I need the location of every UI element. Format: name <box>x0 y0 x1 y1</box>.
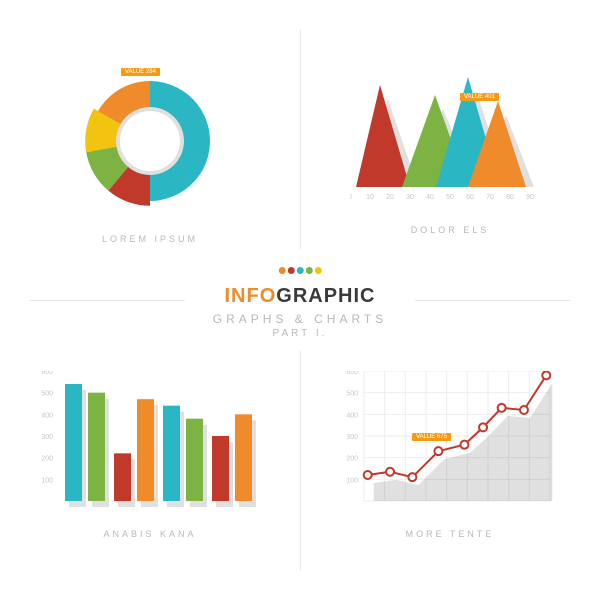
center-dots <box>213 261 387 279</box>
svg-text:90: 90 <box>526 194 534 201</box>
bars-caption: ANABIS KANA <box>103 529 196 539</box>
peaks-chart: 0102030405060708090VALUE 401 <box>350 75 550 207</box>
donut-chart: VALUE 284 <box>75 66 225 216</box>
svg-text:400: 400 <box>41 412 53 419</box>
svg-text:10: 10 <box>366 194 374 201</box>
peaks-caption: DOLOR ELS <box>411 225 490 235</box>
title-rest: GRAPHIC <box>276 285 375 307</box>
line-chart: 100200300400500600VALUE 675 <box>342 371 558 511</box>
center-title-block: INFOGRAPHIC GRAPHS & CHARTS PART I. <box>185 249 415 351</box>
title-accent: INFO <box>224 285 276 307</box>
center-title: INFOGRAPHIC <box>213 285 387 308</box>
svg-text:50: 50 <box>446 194 454 201</box>
donut-caption: LOREM IPSUM <box>102 234 198 244</box>
center-subtitle: GRAPHS & CHARTS <box>213 312 387 326</box>
line-caption: MORE TENTE <box>406 529 495 539</box>
svg-text:70: 70 <box>486 194 494 201</box>
svg-text:20: 20 <box>386 194 394 201</box>
svg-text:600: 600 <box>346 371 358 376</box>
svg-text:300: 300 <box>346 434 358 441</box>
svg-text:0: 0 <box>350 194 352 201</box>
svg-text:100: 100 <box>41 477 53 484</box>
svg-text:40: 40 <box>426 194 434 201</box>
svg-text:200: 200 <box>41 456 53 463</box>
svg-text:200: 200 <box>346 456 358 463</box>
svg-text:500: 500 <box>346 391 358 398</box>
svg-text:80: 80 <box>506 194 514 201</box>
center-part: PART I. <box>213 328 387 339</box>
svg-text:100: 100 <box>346 477 358 484</box>
chart-grid: VALUE 284 LOREM IPSUM 0 10 20 30 40 50 60 70 80 9… <box>0 0 600 600</box>
svg-text:400: 400 <box>346 412 358 419</box>
svg-text:60: 60 <box>466 194 474 201</box>
svg-text:30: 30 <box>406 194 414 201</box>
svg-text:600: 600 <box>41 371 53 376</box>
bars-chart: 100 200 300 400 500 600 <box>37 371 263 511</box>
svg-text:300: 300 <box>41 434 53 441</box>
svg-text:500: 500 <box>41 391 53 398</box>
